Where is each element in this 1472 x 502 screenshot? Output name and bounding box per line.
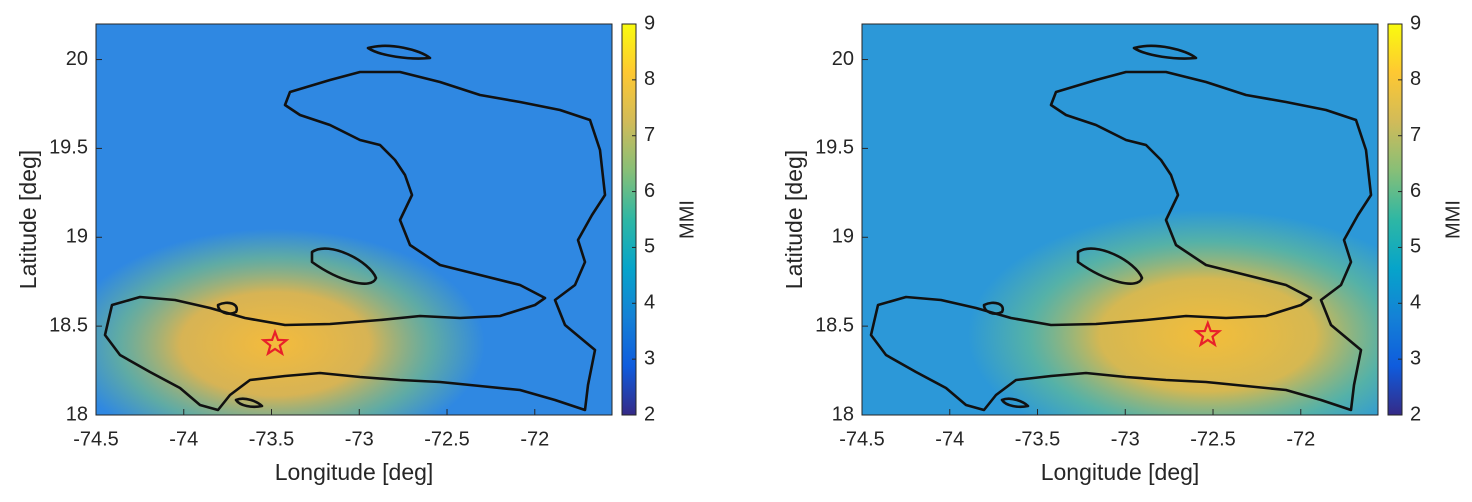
x-tick-label: -74.5 bbox=[839, 428, 885, 450]
y-tick-label: 19.5 bbox=[49, 137, 88, 159]
y-tick-label: 18.5 bbox=[815, 314, 854, 336]
colorbar-tick-label: 4 bbox=[644, 292, 655, 314]
y-axis-label: Latitude [deg] bbox=[15, 150, 41, 289]
colorbar-tick-label: 3 bbox=[1410, 347, 1421, 369]
colorbar-tick-label: 8 bbox=[1410, 68, 1421, 90]
x-tick-label: -72.5 bbox=[424, 428, 470, 450]
colorbar-tick-label: 4 bbox=[1410, 292, 1421, 314]
colorbar-tick-label: 5 bbox=[644, 236, 655, 258]
x-tick-label: -72 bbox=[1286, 428, 1315, 450]
y-tick-label: 18.5 bbox=[49, 314, 88, 336]
y-tick-label: 20 bbox=[832, 48, 854, 70]
intensity-field bbox=[96, 228, 485, 415]
x-axis-label: Longitude [deg] bbox=[1041, 459, 1200, 485]
colorbar-tick-label: 6 bbox=[644, 180, 655, 202]
x-tick-label: -74 bbox=[169, 428, 198, 450]
x-axis-label: Longitude [deg] bbox=[275, 459, 434, 485]
colorbar-tick-label: 5 bbox=[1410, 236, 1421, 258]
colorbar-tick-label: 8 bbox=[644, 68, 655, 90]
x-tick-label: -72.5 bbox=[1190, 428, 1236, 450]
axes-frame bbox=[95, 23, 613, 416]
colorbar bbox=[621, 23, 637, 416]
intensity-field bbox=[967, 210, 1378, 415]
y-tick-label: 19.5 bbox=[815, 137, 854, 159]
y-tick-label: 18 bbox=[66, 403, 88, 425]
colorbar-tick-label: 7 bbox=[1410, 124, 1421, 146]
colorbar-tick-label: 2 bbox=[644, 403, 655, 425]
x-tick-label: -72 bbox=[520, 428, 549, 450]
colorbar-tick-label: 9 bbox=[1410, 12, 1421, 34]
colorbar-label: MMI bbox=[676, 200, 698, 239]
y-tick-label: 19 bbox=[832, 226, 854, 248]
colorbar-tick-label: 6 bbox=[1410, 180, 1421, 202]
y-tick-label: 20 bbox=[66, 48, 88, 70]
colorbar-tick-label: 2 bbox=[1410, 403, 1421, 425]
x-tick-label: -73 bbox=[1111, 428, 1140, 450]
x-tick-label: -74.5 bbox=[73, 428, 119, 450]
x-tick-label: -74 bbox=[935, 428, 964, 450]
colorbar bbox=[1387, 23, 1403, 416]
colorbar-tick-label: 9 bbox=[644, 12, 655, 34]
x-tick-label: -73.5 bbox=[249, 428, 295, 450]
map-field bbox=[862, 24, 1378, 415]
axes-frame bbox=[861, 23, 1379, 416]
epicenter bbox=[1193, 319, 1223, 348]
map-field bbox=[96, 24, 612, 415]
colorbar-label: MMI bbox=[1442, 200, 1464, 239]
colorbar-tick-label: 7 bbox=[644, 124, 655, 146]
colorbar-tick-label: 3 bbox=[644, 347, 655, 369]
x-tick-label: -73.5 bbox=[1015, 428, 1061, 450]
epicenter bbox=[260, 328, 290, 357]
y-axis-label: Latitude [deg] bbox=[781, 150, 807, 289]
y-tick-label: 19 bbox=[66, 226, 88, 248]
y-tick-label: 18 bbox=[832, 403, 854, 425]
x-tick-label: -73 bbox=[345, 428, 374, 450]
